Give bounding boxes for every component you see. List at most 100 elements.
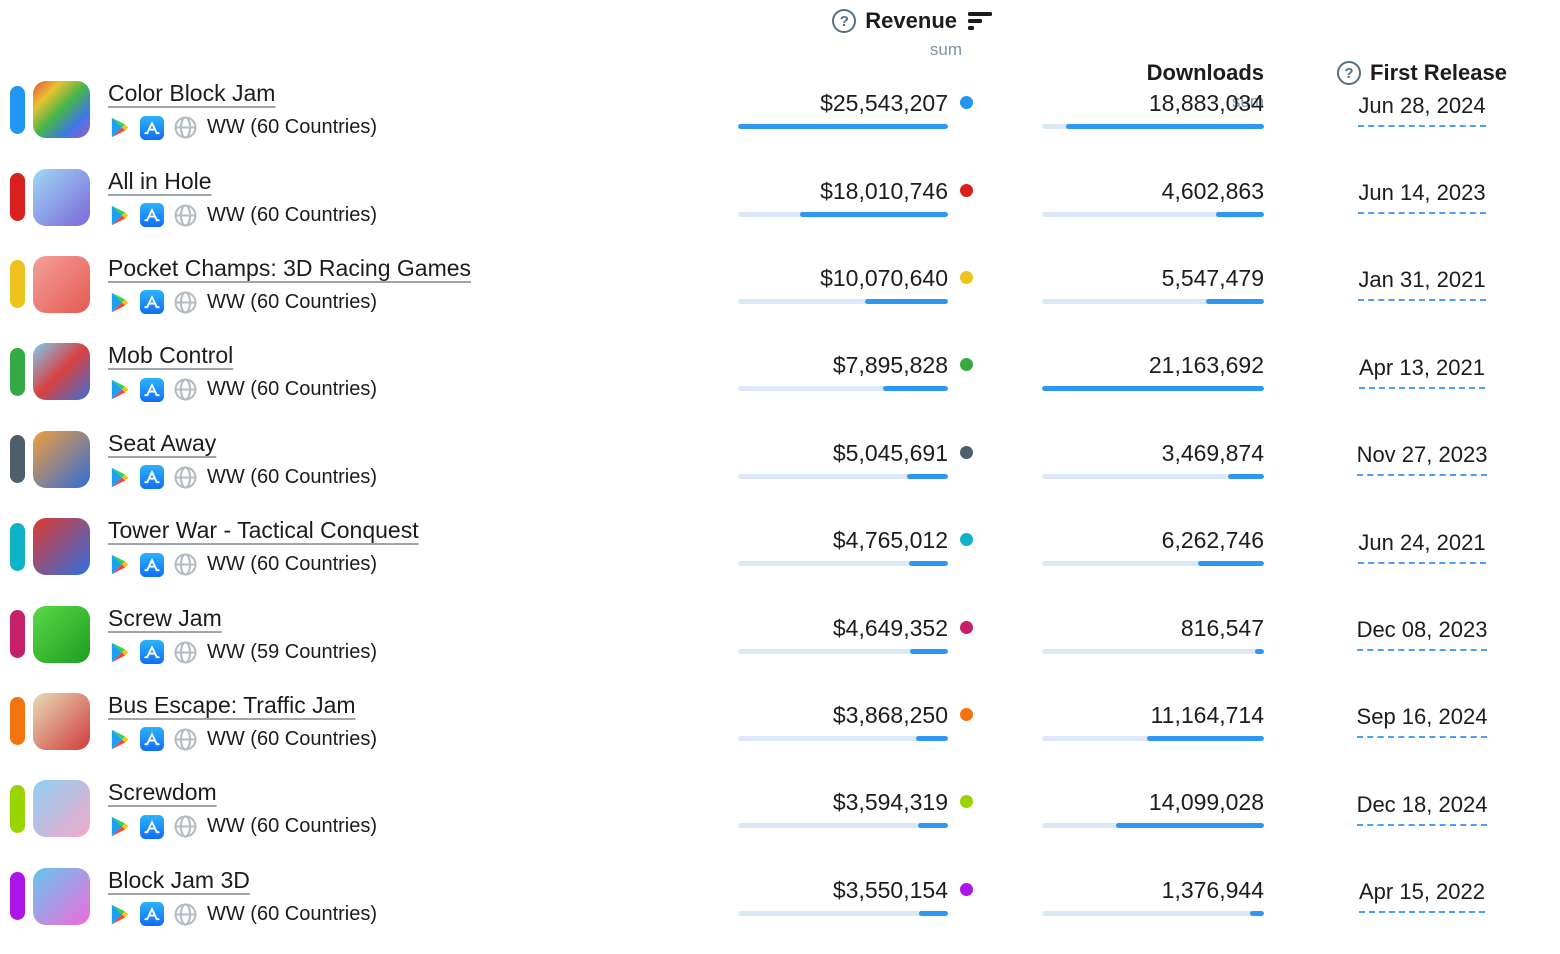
- revenue-value: $10,070,640: [820, 264, 948, 291]
- release-date[interactable]: Jun 14, 2023: [1358, 180, 1486, 215]
- app-icon[interactable]: [33, 255, 90, 313]
- app-store-icon[interactable]: [140, 640, 164, 665]
- release-date[interactable]: Dec 18, 2024: [1356, 792, 1488, 826]
- google-play-icon[interactable]: [108, 903, 131, 926]
- globe-icon: [174, 903, 197, 926]
- revenue-cell: $3,594,319: [728, 789, 948, 829]
- first-release-cell: Dec 18, 2024: [1264, 792, 1560, 826]
- app-name[interactable]: Bus Escape: Traffic Jam: [108, 691, 356, 718]
- question-circle-icon[interactable]: ?: [832, 9, 857, 33]
- downloads-cell: 3,469,874: [1032, 440, 1264, 479]
- sort-descending-icon[interactable]: [968, 11, 992, 31]
- globe-icon: [174, 466, 197, 489]
- downloads-bar: [1042, 298, 1264, 304]
- downloads-bar-fill: [1227, 473, 1264, 479]
- app-icon[interactable]: [33, 81, 90, 139]
- downloads-cell: 21,163,692: [1032, 352, 1264, 392]
- app-store-icon[interactable]: [140, 814, 164, 839]
- downloads-value: 21,163,692: [1148, 352, 1264, 379]
- app-icon[interactable]: [33, 343, 90, 401]
- app-name[interactable]: Screw Jam: [108, 604, 222, 631]
- app-name[interactable]: Color Block Jam: [108, 80, 276, 107]
- downloads-bar-fill: [1146, 735, 1264, 741]
- app-cell: Block Jam 3D: [0, 866, 728, 927]
- app-store-icon[interactable]: [140, 902, 164, 927]
- downloads-bar-fill: [1116, 823, 1264, 829]
- revenue-bar-fill: [908, 561, 948, 567]
- release-date[interactable]: Dec 08, 2023: [1356, 617, 1488, 652]
- app-icon[interactable]: [33, 867, 90, 925]
- revenue-bar: [738, 823, 948, 829]
- downloads-value: 1,376,944: [1161, 876, 1264, 903]
- app-icon[interactable]: [33, 518, 90, 576]
- table-row: Screwdom: [0, 765, 1560, 852]
- release-date[interactable]: Apr 13, 2021: [1359, 355, 1485, 389]
- row-color-pill: [10, 522, 25, 571]
- release-date[interactable]: Sep 16, 2024: [1356, 704, 1488, 739]
- app-icon[interactable]: [33, 430, 90, 488]
- table-row: All in Hole: [0, 153, 1560, 240]
- column-header-first-release: ? First Release: [1264, 60, 1560, 86]
- downloads-bar: [1042, 124, 1264, 130]
- app-icon[interactable]: [33, 605, 90, 663]
- first-release-cell: Apr 13, 2021: [1264, 355, 1560, 389]
- google-play-icon[interactable]: [108, 553, 131, 576]
- google-play-icon[interactable]: [108, 728, 131, 751]
- app-icon[interactable]: [33, 692, 90, 750]
- table-header: ? Revenue sum Downloads sum ? First Rele…: [0, 0, 1560, 111]
- app-icon[interactable]: [33, 168, 90, 226]
- globe-icon: [174, 553, 197, 576]
- app-cell: Screwdom: [0, 778, 728, 839]
- series-color-dot: [960, 270, 973, 284]
- series-color-dot: [960, 358, 973, 372]
- app-region: WW (60 Countries): [207, 378, 378, 401]
- release-date[interactable]: Nov 27, 2023: [1356, 442, 1488, 477]
- question-circle-icon[interactable]: ?: [1337, 61, 1362, 85]
- app-name[interactable]: Pocket Champs: 3D Racing Games: [108, 254, 472, 281]
- revenue-cell: $10,070,640: [728, 265, 948, 304]
- first-release-cell: Sep 16, 2024: [1264, 704, 1560, 739]
- downloads-bar: [1042, 823, 1264, 829]
- app-store-icon[interactable]: [140, 115, 164, 140]
- app-store-icon[interactable]: [140, 377, 164, 402]
- app-store-icon[interactable]: [140, 552, 164, 577]
- revenue-bar: [738, 473, 948, 479]
- app-name[interactable]: Screwdom: [108, 779, 217, 806]
- app-store-icon[interactable]: [140, 727, 164, 752]
- downloads-bar: [1042, 648, 1264, 654]
- app-name[interactable]: All in Hole: [108, 167, 212, 194]
- google-play-icon[interactable]: [108, 291, 131, 314]
- google-play-icon[interactable]: [108, 204, 131, 227]
- app-store-icon[interactable]: [140, 203, 164, 228]
- first-release-cell: Dec 08, 2023: [1264, 617, 1560, 652]
- revenue-bar-fill: [883, 386, 948, 392]
- globe-icon: [174, 815, 197, 838]
- app-store-icon[interactable]: [140, 465, 164, 490]
- release-date[interactable]: Apr 15, 2022: [1359, 879, 1485, 914]
- app-name[interactable]: Block Jam 3D: [108, 866, 250, 893]
- series-color-dot: [960, 96, 973, 110]
- first-release-cell: Jun 14, 2023: [1264, 180, 1560, 215]
- app-name[interactable]: Seat Away: [108, 429, 217, 456]
- revenue-value: $4,765,012: [832, 527, 948, 554]
- app-icon[interactable]: [33, 780, 90, 838]
- release-date[interactable]: Jun 24, 2021: [1358, 530, 1486, 564]
- google-play-icon[interactable]: [108, 466, 131, 489]
- row-color-pill: [10, 872, 25, 921]
- app-name[interactable]: Tower War - Tactical Conquest: [108, 517, 419, 544]
- release-date[interactable]: Jun 28, 2024: [1358, 93, 1486, 127]
- revenue-bar-fill: [918, 823, 948, 829]
- app-name[interactable]: Mob Control: [108, 342, 234, 369]
- series-color-dot: [960, 882, 973, 896]
- google-play-icon[interactable]: [108, 378, 131, 401]
- google-play-icon[interactable]: [108, 641, 131, 664]
- release-date[interactable]: Jan 31, 2021: [1358, 267, 1486, 302]
- downloads-value: 3,469,874: [1161, 439, 1264, 466]
- google-play-icon[interactable]: [108, 116, 131, 139]
- downloads-value: 816,547: [1180, 614, 1264, 641]
- downloads-bar-fill: [1205, 298, 1264, 304]
- app-store-icon[interactable]: [140, 290, 164, 315]
- google-play-icon[interactable]: [108, 815, 131, 838]
- globe-icon: [174, 204, 197, 227]
- first-release-cell: Nov 27, 2023: [1264, 442, 1560, 477]
